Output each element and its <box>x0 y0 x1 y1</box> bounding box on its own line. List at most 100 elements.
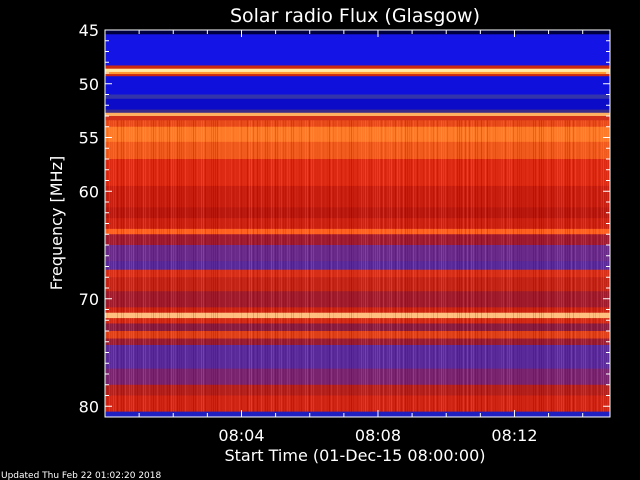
y-tick-label: 55 <box>79 129 99 148</box>
texture-strip <box>497 120 498 411</box>
x-tick-label: 08:12 <box>491 426 537 445</box>
texture-strip <box>557 120 558 412</box>
texture-strip <box>561 120 562 412</box>
texture-strip <box>237 120 238 411</box>
texture-strip <box>171 120 172 412</box>
texture-strip <box>523 120 524 411</box>
y-tick-label: 80 <box>79 397 99 416</box>
texture-strip <box>199 120 200 411</box>
time-texture <box>107 120 610 412</box>
texture-strip <box>301 120 302 412</box>
texture-strip <box>273 120 274 412</box>
texture-strip <box>203 120 204 412</box>
texture-strip <box>489 120 490 411</box>
texture-strip <box>551 120 552 412</box>
y-axis: 45 50 55 60 70 80 <box>79 21 610 418</box>
texture-strip <box>491 120 492 412</box>
texture-strip <box>299 120 300 412</box>
spectrogram-plot-area <box>105 30 610 417</box>
texture-strip <box>353 120 354 412</box>
frequency-band <box>105 228 610 235</box>
texture-strip <box>293 120 294 412</box>
texture-strip <box>543 120 544 412</box>
texture-strip <box>427 120 428 411</box>
texture-strip <box>257 120 258 412</box>
frequency-band <box>105 384 610 396</box>
texture-strip <box>183 120 184 412</box>
texture-strip <box>125 120 126 412</box>
texture-strip <box>311 120 312 412</box>
texture-strip <box>345 120 346 411</box>
texture-strip <box>413 120 414 412</box>
frequency-band <box>105 218 610 230</box>
texture-strip <box>185 120 186 412</box>
texture-strip <box>159 120 160 412</box>
texture-strip <box>355 120 356 411</box>
texture-strip <box>163 120 164 412</box>
texture-strip <box>309 120 310 412</box>
texture-strip <box>117 120 118 412</box>
y-tick-label: 60 <box>79 182 99 201</box>
frequency-band <box>105 291 610 308</box>
texture-strip <box>319 120 320 411</box>
texture-strip <box>501 120 502 412</box>
texture-strip <box>469 120 470 412</box>
texture-strip <box>119 120 120 412</box>
texture-strip <box>591 120 592 412</box>
y-axis-label: Frequency [MHz] <box>47 156 66 290</box>
texture-strip <box>245 120 246 411</box>
texture-strip <box>441 120 442 412</box>
texture-strip <box>127 120 128 411</box>
texture-strip <box>329 120 330 412</box>
frequency-band <box>105 331 610 340</box>
texture-strip <box>135 120 136 412</box>
texture-strip <box>453 120 454 412</box>
texture-strip <box>589 120 590 412</box>
texture-strip <box>465 120 466 412</box>
texture-strip <box>371 120 372 412</box>
frequency-band <box>105 411 610 417</box>
chart-title: Solar radio Flux (Glasgow) <box>230 5 480 27</box>
texture-strip <box>261 120 262 412</box>
texture-strip <box>307 120 308 412</box>
texture-strip <box>485 120 486 412</box>
texture-strip <box>231 120 232 412</box>
frequency-band <box>105 30 610 35</box>
frequency-bands <box>105 30 610 417</box>
frequency-band <box>105 318 610 324</box>
texture-strip <box>539 120 540 412</box>
texture-strip <box>521 120 522 412</box>
texture-strip <box>121 120 122 412</box>
texture-strip <box>481 120 482 412</box>
texture-strip <box>115 120 116 412</box>
x-axis-label: Start Time (01-Dec-15 08:00:00) <box>224 446 485 465</box>
frequency-band <box>105 94 610 100</box>
texture-strip <box>161 120 162 412</box>
texture-strip <box>563 120 564 412</box>
texture-strip <box>111 120 112 412</box>
texture-strip <box>373 120 374 412</box>
texture-strip <box>555 120 556 412</box>
texture-strip <box>139 120 140 411</box>
texture-strip <box>407 120 408 412</box>
texture-strip <box>595 120 596 412</box>
frequency-band <box>105 126 610 143</box>
texture-strip <box>173 120 174 412</box>
texture-strip <box>437 120 438 412</box>
texture-strip <box>549 120 550 412</box>
texture-strip <box>275 120 276 412</box>
texture-strip <box>239 120 240 412</box>
texture-strip <box>297 120 298 411</box>
texture-strip <box>263 120 264 412</box>
texture-strip <box>285 120 286 412</box>
texture-strip <box>253 120 254 412</box>
texture-strip <box>205 120 206 412</box>
texture-strip <box>559 120 560 412</box>
texture-strip <box>221 120 222 411</box>
texture-strip <box>217 120 218 412</box>
texture-strip <box>495 120 496 412</box>
texture-strip <box>479 120 480 411</box>
texture-strip <box>529 120 530 411</box>
texture-strip <box>313 120 314 412</box>
y-tick-label: 50 <box>79 75 99 94</box>
